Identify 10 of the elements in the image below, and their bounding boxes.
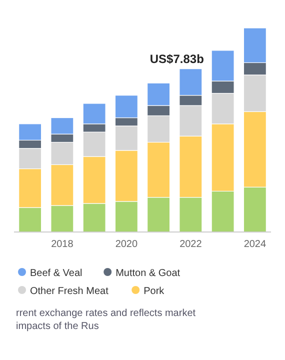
annotation: US$7.83b (150, 52, 204, 66)
x-tick-label: 2020 (115, 239, 138, 250)
legend-label: Mutton & Goat (116, 268, 180, 279)
legend-label: Beef & Veal (30, 268, 82, 279)
x-tick-label: 2018 (51, 239, 74, 250)
x-tick-label: 2024 (244, 239, 266, 250)
legend-label: Other Fresh Meat (30, 286, 109, 297)
x-tick-label: 2022 (180, 239, 202, 250)
text: rrent exchange rates and reflects market impacts of the Rus (16, 308, 196, 332)
legend-label: Pork (144, 286, 166, 297)
